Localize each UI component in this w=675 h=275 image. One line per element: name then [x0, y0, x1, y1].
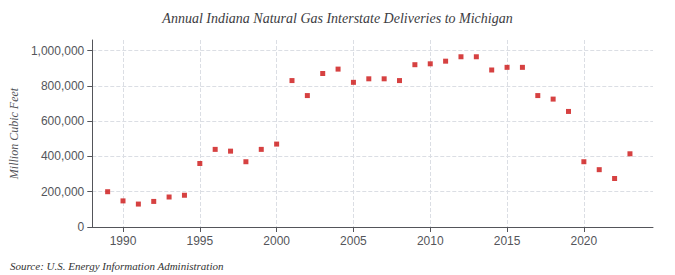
svg-text:2000: 2000	[263, 234, 290, 248]
svg-text:800,000: 800,000	[41, 79, 85, 93]
svg-text:1,000,000: 1,000,000	[31, 44, 85, 58]
svg-text:2015: 2015	[494, 234, 521, 248]
svg-text:1990: 1990	[110, 234, 137, 248]
svg-text:2005: 2005	[340, 234, 367, 248]
svg-text:Source: U.S. Energy Informatio: Source: U.S. Energy Information Administ…	[10, 260, 224, 272]
svg-text:2020: 2020	[571, 234, 598, 248]
svg-text:Million Cubic Feet: Million Cubic Feet	[7, 87, 21, 180]
svg-text:600,000: 600,000	[41, 114, 85, 128]
svg-text:Annual Indiana Natural Gas Int: Annual Indiana Natural Gas Interstate De…	[161, 11, 512, 26]
svg-text:2010: 2010	[417, 234, 444, 248]
svg-text:1995: 1995	[186, 234, 213, 248]
svg-text:400,000: 400,000	[41, 149, 85, 163]
svg-text:200,000: 200,000	[41, 185, 85, 199]
svg-text:0: 0	[78, 220, 85, 234]
